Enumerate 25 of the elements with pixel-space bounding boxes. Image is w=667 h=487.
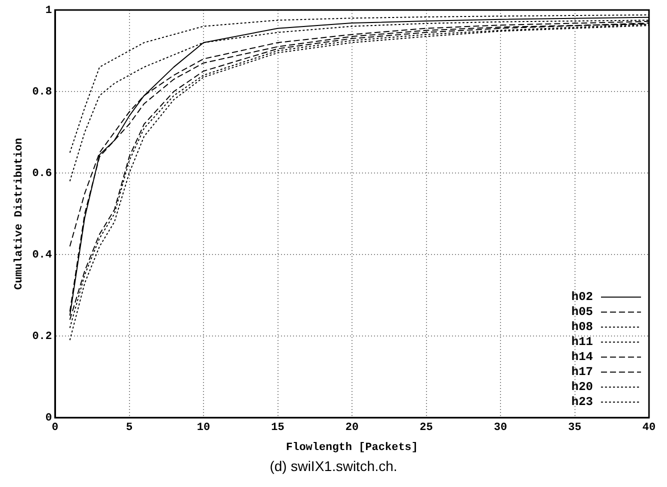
legend-label: h14	[571, 350, 594, 364]
x-tick-label: 40	[642, 422, 656, 434]
y-axis-title: Cumulative Distribution	[13, 138, 26, 290]
x-tick-label: 5	[126, 422, 133, 434]
y-tick-label: 0.2	[32, 330, 52, 343]
x-tick-label: 15	[271, 422, 285, 434]
legend-label: h08	[571, 320, 594, 334]
x-tick-label: 20	[345, 422, 359, 434]
x-tick-label: 25	[420, 422, 434, 434]
legend-label: h11	[571, 335, 594, 350]
legend-label: h02	[571, 290, 594, 304]
x-tick-label: 10	[196, 422, 210, 434]
legend-label: h17	[571, 365, 594, 380]
x-tick-label: 35	[568, 422, 582, 434]
y-tick-label: 0.6	[32, 168, 52, 180]
y-tick-label: 0.4	[32, 249, 52, 262]
x-axis-title: Flowlength [Packets]	[286, 442, 418, 454]
legend-label: h05	[571, 305, 594, 320]
y-tick-label: 1	[45, 4, 52, 17]
text: (d) swiIX1.switch.ch.	[268, 458, 398, 474]
legend-label: h23	[571, 395, 594, 410]
y-tick-label: 0.8	[32, 86, 52, 98]
x-tick-label: 30	[494, 422, 508, 434]
y-tick-label: 0	[45, 412, 52, 424]
legend-label: h20	[571, 380, 594, 394]
